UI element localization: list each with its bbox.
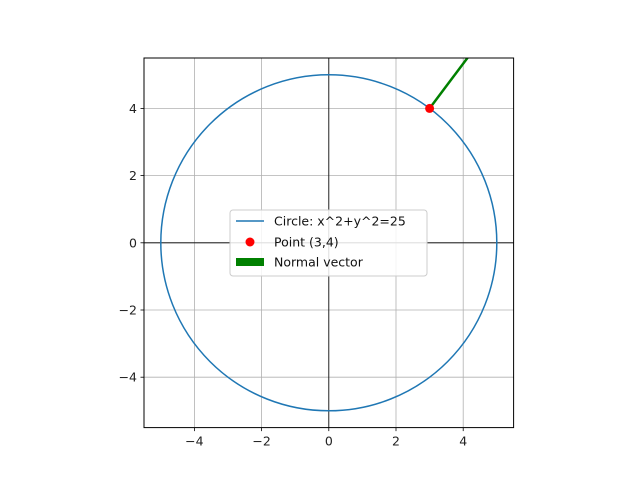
y-tick-label: −4 xyxy=(119,370,137,385)
y-tick-label: 4 xyxy=(129,101,137,116)
point-marker xyxy=(425,103,435,113)
normal-vector-arrow xyxy=(428,58,469,110)
tick-labels: −4 −2 0 2 4 −4 −2 0 2 4 xyxy=(119,101,468,449)
x-tick-label: −2 xyxy=(252,434,270,449)
x-tick-label: 2 xyxy=(392,434,400,449)
legend-box xyxy=(229,209,428,277)
legend-circle-label: Circle: x^2+y^2=25 xyxy=(274,214,406,229)
x-tick-label: −4 xyxy=(185,434,203,449)
legend-point-label: Point (3,4) xyxy=(274,235,339,250)
legend-point-handle xyxy=(245,237,255,247)
x-tick-label: 4 xyxy=(459,434,467,449)
legend-normal-vector-label: Normal vector xyxy=(274,255,364,270)
legend-normal-vector-handle xyxy=(236,258,264,266)
legend: Circle: x^2+y^2=25 Point (3,4) Normal ve… xyxy=(229,209,428,277)
plot-content xyxy=(160,58,498,412)
y-tick-label: 2 xyxy=(129,168,137,183)
y-tick-label: −2 xyxy=(119,303,137,318)
circle-series xyxy=(160,74,498,412)
y-tick-label: 0 xyxy=(129,235,137,250)
ticks xyxy=(140,108,464,432)
x-tick-label: 0 xyxy=(325,434,333,449)
